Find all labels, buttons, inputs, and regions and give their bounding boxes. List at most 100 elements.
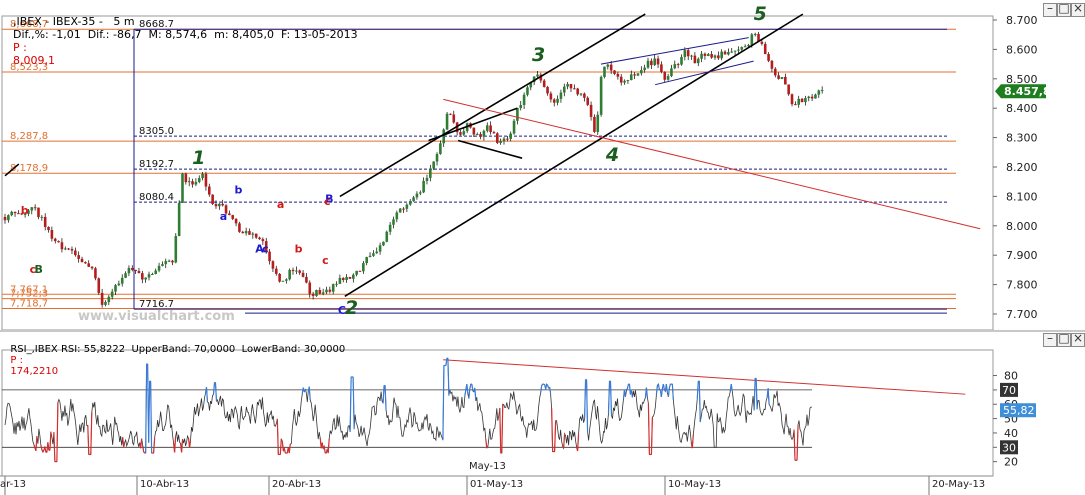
candle-body: [395, 212, 399, 220]
wave-label: 5: [754, 3, 767, 25]
rsi-overbought-segment: [468, 388, 471, 399]
rsi-oversold-segment: [279, 438, 282, 455]
candle-body: [167, 260, 171, 262]
candle-body: [141, 273, 144, 280]
rsi-trendline: [443, 359, 966, 395]
rsi-last-value: 55,82: [1003, 404, 1035, 417]
candle-body: [536, 74, 539, 77]
rsi-overbought-segment: [546, 383, 549, 386]
rsi-oversold-segment: [281, 441, 284, 451]
rsi-oversold-segment: [33, 444, 36, 449]
wave-sublabel: c: [324, 195, 331, 208]
candle-body: [258, 237, 261, 240]
candle-body: [84, 262, 87, 264]
candle-body: [462, 131, 466, 135]
wave-sublabel: c: [30, 263, 37, 276]
candle-body: [814, 94, 817, 99]
rsi-overbought-segment: [469, 384, 472, 389]
candle-body: [750, 34, 754, 45]
candle-body: [254, 233, 258, 238]
level-label: 8,178,9: [10, 163, 48, 174]
candle-body: [207, 186, 211, 195]
candle-body: [693, 55, 697, 64]
candle-body: [449, 113, 452, 115]
main-close-button[interactable]: ×: [1071, 1, 1085, 17]
rsi-chart-header: RSI_,IBEX RSI: 55,8222 UpperBand: 70,000…: [4, 333, 345, 377]
main-minimize-button[interactable]: –: [1043, 1, 1057, 17]
candle-body: [120, 277, 124, 284]
trendline: [344, 13, 804, 298]
rsi-overbought-segment: [662, 384, 665, 390]
rsi-overbought-segment: [607, 381, 611, 414]
candle-body: [27, 210, 30, 214]
rsi-overbought-segment: [466, 384, 469, 395]
rsi-last-value-tag: [1000, 403, 1036, 418]
candle-body: [737, 49, 740, 51]
candle-body: [40, 216, 44, 218]
candle-body: [452, 114, 456, 123]
candle-body: [398, 208, 402, 213]
panel-separator: [0, 330, 1085, 332]
candle-body: [228, 213, 231, 216]
candle-body: [777, 75, 780, 79]
rsi-oversold-segment: [173, 436, 177, 453]
candle-body: [660, 64, 663, 72]
rsi-oversold-segment: [499, 408, 502, 454]
time-axis-label: 01-May-13: [470, 479, 523, 490]
price-axis-label: 8.200: [1006, 161, 1038, 174]
candle-body: [589, 104, 593, 117]
candle-body: [676, 64, 680, 66]
price-chart: 8.700 8.600 8.500 8.400 8.300 8.200 8.100 8.000…: [2, 3, 1051, 324]
candle-body: [47, 227, 50, 231]
candle-body: [723, 51, 727, 55]
candle-body: [552, 99, 556, 103]
rsi-maximize-button[interactable]: □: [1057, 331, 1071, 347]
candle-body: [418, 192, 422, 194]
rsi-oversold-segment: [691, 434, 694, 449]
candle-body: [770, 60, 774, 69]
candle-body: [194, 181, 198, 185]
candle-body: [710, 54, 713, 58]
candle-body: [506, 138, 509, 140]
candle-body: [653, 58, 657, 66]
wave-sublabel: a: [277, 198, 284, 211]
price-axis-label: 8.400: [1006, 102, 1038, 115]
rsi-close-button[interactable]: ×: [1071, 331, 1085, 347]
main-header-p-label: P :: [13, 41, 27, 54]
candle-body: [569, 84, 573, 89]
rsi-overbought-segment: [655, 385, 658, 395]
candle-body: [335, 283, 338, 285]
rsi-oversold-segment: [143, 451, 146, 454]
candle-body: [231, 215, 235, 219]
candle-body: [479, 134, 482, 137]
candle-body: [362, 263, 365, 272]
candle-body: [147, 274, 151, 278]
candle-body: [161, 264, 164, 266]
rsi-minimize-button[interactable]: –: [1043, 331, 1057, 347]
main-maximize-button[interactable]: □: [1057, 1, 1071, 17]
candle-body: [90, 266, 94, 269]
candle-body: [499, 140, 502, 143]
trendline: [654, 60, 754, 86]
candle-body: [348, 276, 352, 279]
candle-body: [475, 134, 479, 136]
rsi-oversold-segment: [650, 417, 653, 455]
time-axis-label: 20-Abr-13: [272, 479, 321, 490]
candle-body: [295, 270, 298, 272]
rsi-upper-band-tag: [1000, 382, 1018, 397]
candle-body: [583, 93, 586, 98]
candle-body: [519, 105, 523, 109]
candle-body: [43, 216, 47, 228]
rsi-overbought-segment: [667, 387, 670, 398]
rsi-overbought-segment: [382, 385, 385, 404]
candle-body: [177, 203, 181, 237]
wave-label: 1: [192, 147, 205, 169]
rsi-oversold-segment: [323, 446, 326, 454]
candle-body: [566, 84, 569, 87]
candle-body: [539, 74, 543, 81]
candle-body: [412, 197, 415, 202]
candle-body: [372, 253, 375, 256]
rsi-overbought-segment: [145, 364, 148, 454]
candle-body: [291, 269, 295, 272]
candle-body: [114, 285, 117, 292]
